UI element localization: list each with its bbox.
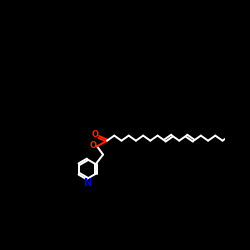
Text: N: N <box>83 178 92 188</box>
Text: O: O <box>90 141 97 150</box>
Text: O: O <box>92 130 98 140</box>
